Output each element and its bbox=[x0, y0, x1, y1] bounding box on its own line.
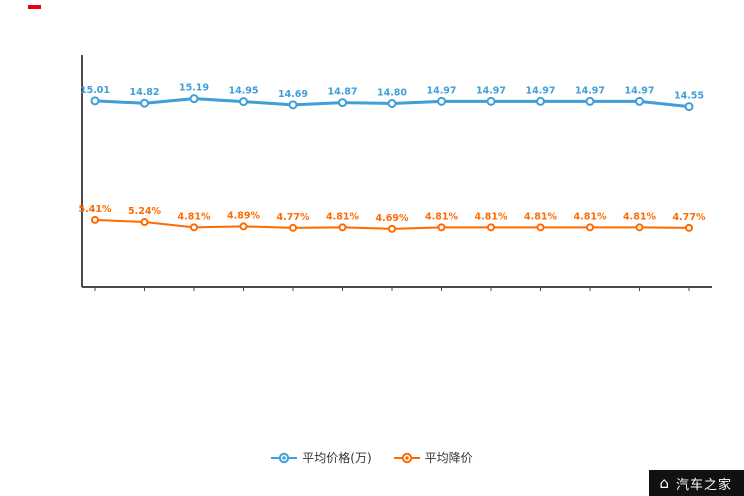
data-point-marker bbox=[585, 96, 595, 106]
data-point-marker bbox=[536, 223, 545, 232]
data-point-label: 14.97 bbox=[525, 85, 555, 96]
data-point-label: 4.81% bbox=[623, 211, 656, 222]
data-point-label: 14.55 bbox=[674, 91, 704, 102]
data-point-marker bbox=[239, 222, 248, 231]
data-point-label: 4.81% bbox=[425, 211, 458, 222]
data-point-label: 14.97 bbox=[575, 85, 605, 96]
data-point-label: 14.95 bbox=[228, 86, 258, 97]
legend-item-average-discount[interactable]: 平均降价 bbox=[393, 451, 473, 465]
data-point-marker bbox=[288, 100, 298, 110]
data-point-label: 4.69% bbox=[376, 213, 409, 224]
data-point-marker bbox=[635, 96, 644, 106]
data-point-marker bbox=[140, 98, 149, 108]
data-point-label: 14.97 bbox=[476, 85, 506, 96]
data-point-marker bbox=[91, 215, 99, 224]
data-point-marker bbox=[338, 223, 347, 232]
data-point-label: 14.87 bbox=[327, 87, 357, 98]
data-point-marker bbox=[338, 98, 347, 108]
line-marker-icon bbox=[271, 452, 298, 464]
data-point-label: 4.81% bbox=[178, 211, 211, 222]
data-point-marker bbox=[635, 223, 644, 232]
data-point-label: 15.19 bbox=[179, 83, 209, 94]
data-point-marker bbox=[437, 96, 446, 106]
data-point-label: 14.80 bbox=[377, 87, 407, 98]
data-point-marker bbox=[388, 224, 396, 233]
data-point-marker bbox=[189, 94, 199, 104]
data-point-marker bbox=[487, 223, 495, 232]
data-point-marker bbox=[140, 218, 149, 227]
data-point-marker bbox=[387, 98, 397, 108]
data-point-label: 4.81% bbox=[326, 211, 359, 222]
data-point-marker bbox=[536, 96, 545, 106]
legend-label-average-price: 平均价格(万) bbox=[302, 451, 372, 465]
data-point-label: 14.82 bbox=[129, 87, 159, 98]
data-point-label: 5.41% bbox=[79, 204, 112, 215]
data-point-label: 4.77% bbox=[277, 212, 310, 223]
chart-legend: 平均价格(万) 平均降价 bbox=[0, 452, 744, 464]
data-point-marker bbox=[486, 96, 496, 106]
data-point-marker bbox=[239, 97, 248, 107]
data-point-label: 14.97 bbox=[624, 85, 654, 96]
data-point-label: 14.69 bbox=[278, 89, 308, 100]
data-point-marker bbox=[684, 102, 694, 112]
line-chart: 15.01 14.82 15.19 14.95 14.69 14.87 14.80 14.97… bbox=[79, 55, 712, 291]
data-point-marker bbox=[586, 223, 594, 232]
data-point-label: 14.97 bbox=[426, 85, 456, 96]
line-marker-icon bbox=[393, 452, 420, 464]
data-point-marker bbox=[685, 223, 693, 232]
autohome-logo-icon: ⌂ bbox=[659, 473, 670, 492]
data-point-label: 4.81% bbox=[475, 211, 508, 222]
watermark-text: 汽车之家 bbox=[675, 477, 732, 493]
data-point-marker bbox=[289, 223, 297, 232]
data-point-label: 5.24% bbox=[128, 206, 161, 217]
data-point-label: 4.81% bbox=[524, 211, 557, 222]
legend-item-average-price[interactable]: 平均价格(万) bbox=[271, 451, 372, 465]
legend-label-average-discount: 平均降价 bbox=[424, 451, 473, 465]
data-point-marker bbox=[190, 223, 198, 232]
data-point-marker bbox=[437, 223, 446, 232]
watermark-autohome: ⌂ 汽车之家 bbox=[649, 470, 744, 496]
data-point-label: 4.81% bbox=[574, 211, 607, 222]
data-point-label: 4.89% bbox=[227, 210, 260, 221]
data-point-label: 4.77% bbox=[673, 212, 706, 223]
data-point-label: 15.01 bbox=[80, 85, 110, 96]
data-point-marker bbox=[90, 96, 100, 106]
red-mark bbox=[28, 5, 41, 9]
